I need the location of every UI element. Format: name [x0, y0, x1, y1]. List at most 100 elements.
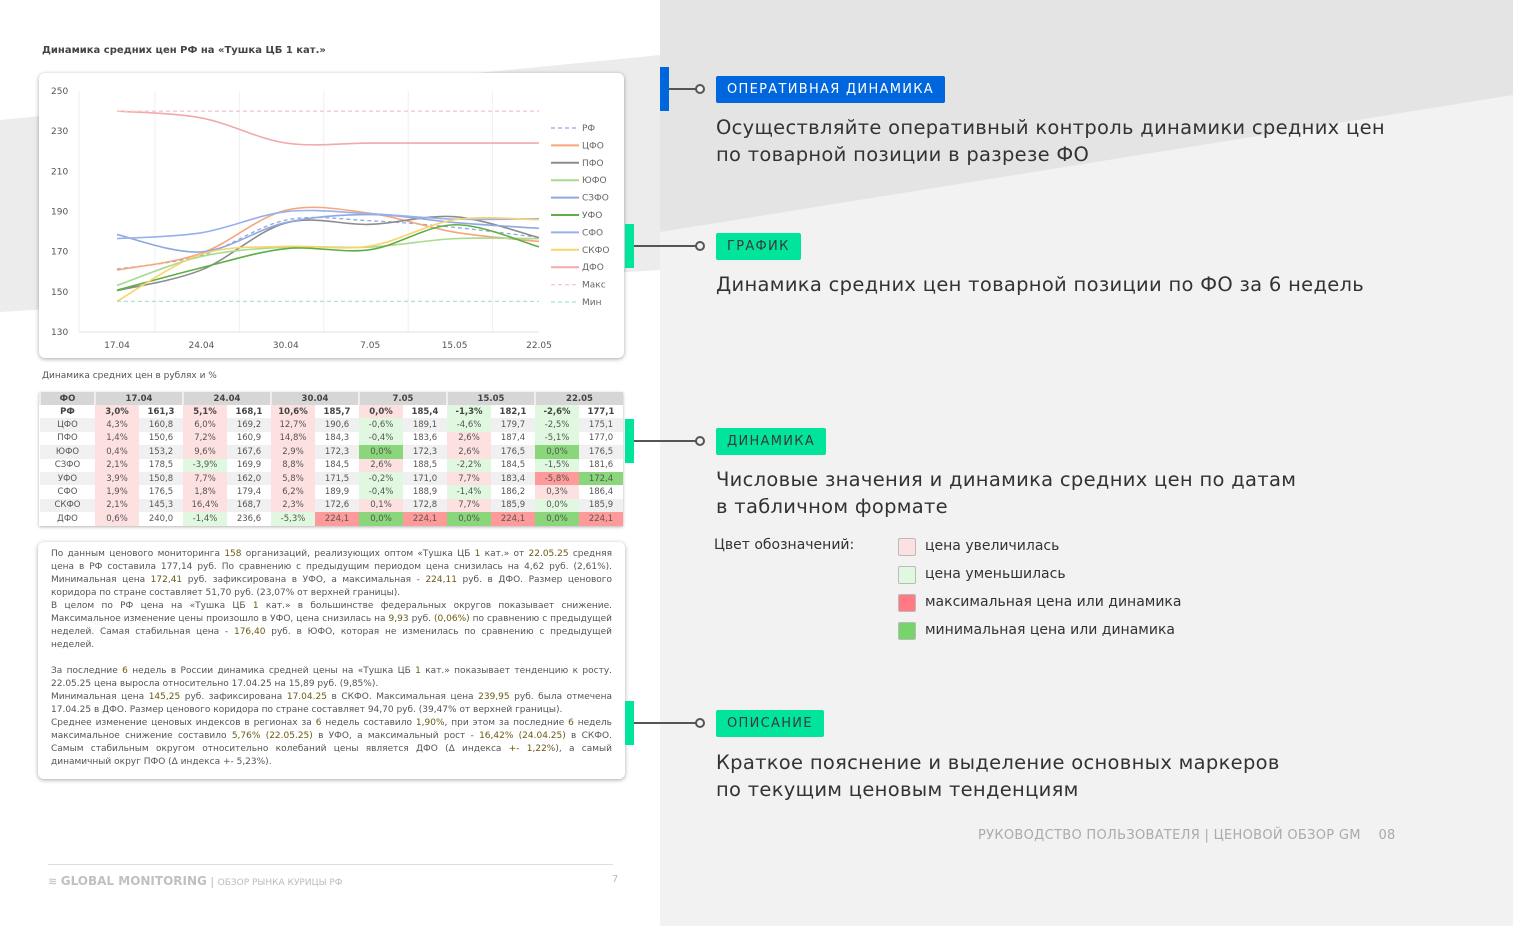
- price-cell: 168,1: [227, 405, 271, 419]
- y-tick-label: 230: [51, 127, 68, 137]
- price-cell: 171,5: [315, 471, 359, 486]
- price-cell: 175,1: [579, 418, 623, 432]
- change-cell: -5,1%: [535, 431, 579, 446]
- change-cell: 9,6%: [183, 445, 227, 459]
- change-cell: -0,2%: [359, 471, 403, 486]
- price-cell: 176,5: [491, 445, 535, 459]
- legend-label: ЮФО: [582, 176, 607, 186]
- price-cell: 179,4: [227, 485, 271, 499]
- connector-line: [669, 88, 699, 90]
- price-cell: 224,1: [579, 512, 623, 526]
- region-cell: СФО: [40, 485, 95, 499]
- price-cell: 160,9: [227, 431, 271, 446]
- table-title: Динамика средних цен в рублях и %: [42, 371, 217, 381]
- y-tick-label: 130: [51, 328, 68, 338]
- change-cell: 6,0%: [183, 418, 227, 432]
- price-cell: 172,6: [315, 498, 359, 513]
- change-cell: 1,8%: [183, 485, 227, 499]
- region-cell: СКФО: [40, 498, 95, 513]
- change-cell: -2,5%: [535, 418, 579, 432]
- color-legend-item: минимальная цена или динамика: [898, 622, 1175, 640]
- price-cell: 179,7: [491, 418, 535, 432]
- description-text: по сравнению с предыдущей неделей. Самая…: [51, 614, 613, 637]
- page-number: 7: [612, 874, 619, 885]
- change-cell: 7,7%: [447, 498, 491, 513]
- region-cell: ПФО: [40, 431, 95, 446]
- description-text: ), а самый динамичный округ ПФО (Δ индек…: [51, 744, 612, 767]
- price-cell: 150,6: [139, 431, 183, 446]
- annotation-text: по текущим ценовым тенденциям: [716, 778, 1079, 801]
- price-cell: 172,3: [315, 445, 359, 459]
- highlighted-value: 1: [252, 601, 259, 611]
- table-header-cell: 7.05: [358, 392, 447, 405]
- highlighted-value: 16,42%: [479, 731, 514, 741]
- description-paragraph: В целом по РФ цена на «Тушка ЦБ 1 кат.» …: [51, 600, 612, 652]
- price-cell: 162,0: [227, 471, 271, 486]
- description-text: недель в России динамика средней цены на…: [127, 666, 416, 676]
- change-cell: 3,0%: [95, 405, 139, 419]
- table-row: СКФО 2,1% 145,3 16,4% 168,7 2,3% 172,6 0,1% 172,…: [40, 498, 623, 513]
- price-cell: 161,3: [139, 405, 183, 419]
- change-cell: 1,4%: [95, 431, 139, 446]
- x-tick-label: 30.04: [273, 341, 299, 351]
- color-legend-item: максимальная цена или динамика: [898, 594, 1181, 612]
- x-tick-label: 15.05: [442, 341, 468, 351]
- table-row: ДФО 0,6% 240,0 -1,4% 236,6 -5,3% 224,1 0,0% 224,…: [40, 512, 623, 526]
- color-legend-text: цена уменьшилась: [925, 566, 1066, 582]
- description-box: По данным ценового мониторинга 158 орган…: [38, 542, 625, 779]
- annotation-text: Числовые значения и динамика средних цен…: [716, 468, 1297, 491]
- change-cell: 2,3%: [271, 498, 315, 513]
- highlighted-value: 224,11: [425, 575, 457, 585]
- highlighted-value: 239,95: [478, 692, 510, 702]
- highlighted-value: 145,25: [148, 692, 181, 702]
- change-cell: 0,3%: [535, 485, 579, 499]
- change-cell: 7,2%: [183, 431, 227, 446]
- price-table: ФО 17.04 24.04 30.04 7.05 15.05 22.05 РФ 3,0% 161…: [39, 392, 623, 526]
- change-cell: 12,7%: [271, 418, 315, 432]
- legend-label: Мин: [582, 298, 602, 308]
- price-cell: 224,1: [403, 512, 447, 526]
- color-legend-label: Цвет обозначений:: [714, 537, 855, 553]
- series-line-СКФО: [116, 217, 540, 302]
- highlighted-value: 6: [315, 718, 322, 728]
- description-paragraph: Минимальная цена 145,25 руб. зафиксирова…: [51, 691, 612, 717]
- price-cell: 188,5: [403, 458, 447, 472]
- description-text: руб.: [408, 614, 435, 624]
- change-cell: 10,6%: [271, 405, 315, 419]
- table-row: ПФО 1,4% 150,6 7,2% 160,9 14,8% 184,3 -0,4% 183,…: [40, 431, 623, 446]
- legend-label: СКФО: [582, 246, 610, 256]
- description-text: кат.» в большинстве федеральных округов …: [51, 601, 612, 624]
- description-text: руб. в ЮФО, которая не изменилась по сра…: [51, 627, 612, 650]
- change-cell: 0,0%: [535, 498, 579, 513]
- change-cell: 0,0%: [359, 405, 403, 419]
- price-cell: 188,9: [403, 485, 447, 499]
- change-cell: -3,9%: [183, 458, 227, 472]
- highlighted-value: 9,93: [388, 614, 409, 624]
- highlighted-value: (0,06%): [434, 614, 470, 624]
- change-cell: 0,1%: [359, 498, 403, 513]
- price-cell: 186,4: [579, 485, 623, 499]
- footer-divider: [48, 864, 613, 865]
- price-cell: 185,4: [403, 405, 447, 419]
- annotation-text: по товарной позиции в разрезе ФО: [716, 143, 1090, 166]
- series-line-ПФО: [116, 215, 540, 292]
- region-cell: ЦФО: [40, 418, 95, 432]
- x-tick-label: 22.05: [526, 341, 552, 351]
- x-tick-label: 24.04: [189, 341, 215, 351]
- change-cell: 7,7%: [447, 471, 491, 486]
- color-legend-text: цена увеличилась: [925, 538, 1060, 554]
- legend-label: СФО: [582, 228, 603, 238]
- series-line-СЗФО: [116, 213, 540, 253]
- change-cell: 0,0%: [359, 445, 403, 459]
- price-cell: 240,0: [139, 512, 183, 526]
- price-cell: 183,4: [491, 471, 535, 486]
- price-cell: 177,1: [579, 405, 623, 419]
- legend-label: РФ: [582, 124, 595, 134]
- table-row: ЦФО 4,3% 160,8 6,0% 169,2 12,7% 190,6 -0,6% 189,…: [40, 418, 623, 432]
- page-footer: ≋ GLOBAL MONITORING | ОБЗОР РЫНКА КУРИЦЫ…: [48, 874, 343, 888]
- price-cell: 167,6: [227, 445, 271, 459]
- description-text: Минимальная цена: [51, 692, 149, 702]
- change-cell: -1,4%: [183, 512, 227, 526]
- description-text: руб. зафиксирована в УФО, а максимальная…: [182, 575, 426, 585]
- region-cell: РФ: [40, 405, 95, 419]
